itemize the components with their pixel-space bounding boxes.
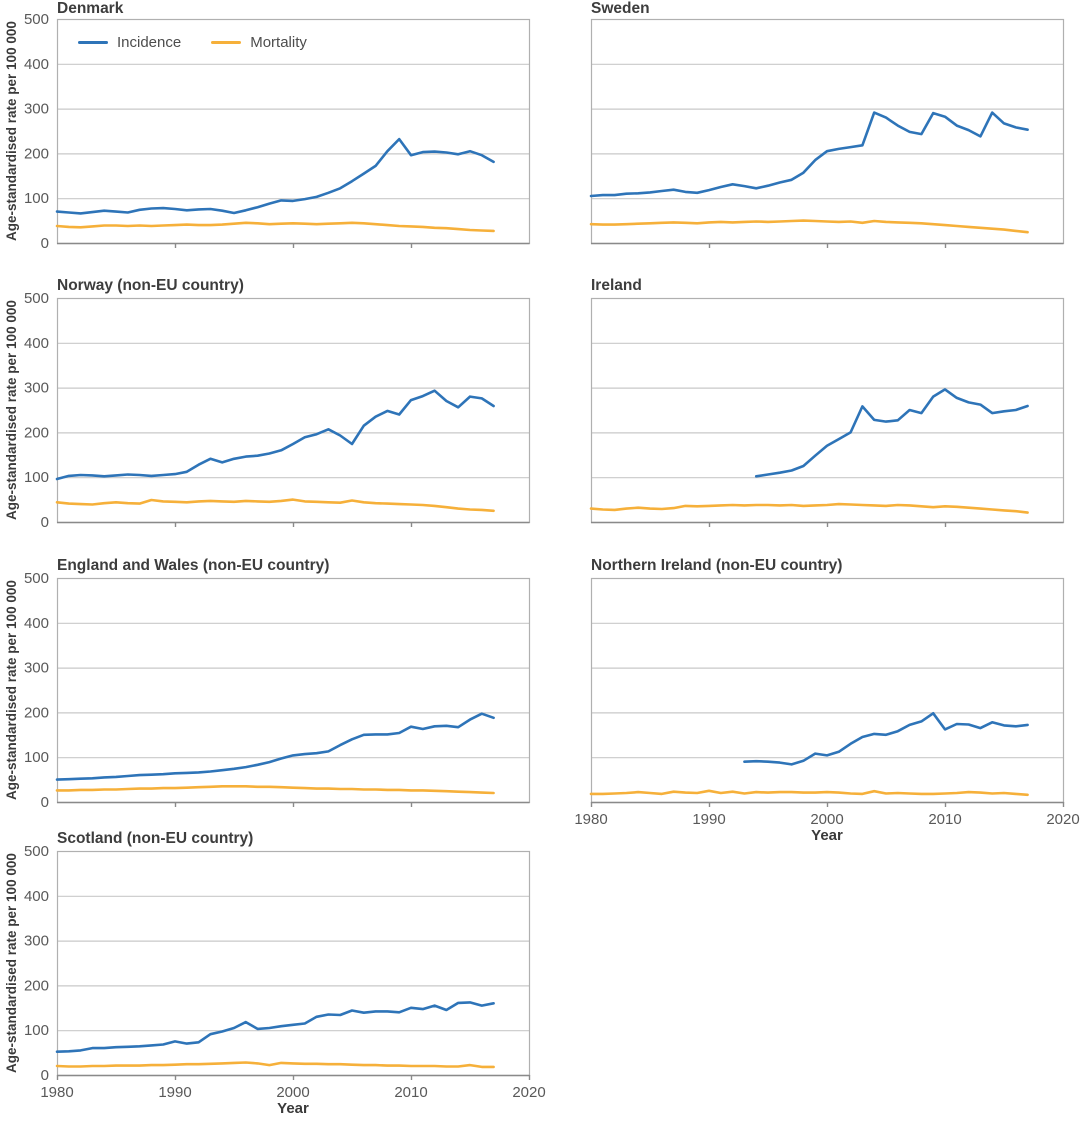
y-tick-label: 400 bbox=[24, 888, 49, 905]
x-tick-label: 2000 bbox=[810, 811, 843, 828]
legend-label-mortality: Mortality bbox=[250, 34, 307, 51]
chart-title-denmark: Denmark bbox=[57, 0, 124, 17]
x-tick-label: 2010 bbox=[928, 811, 961, 828]
y-tick-label: 500 bbox=[24, 290, 49, 307]
y-tick-label: 400 bbox=[24, 615, 49, 632]
legend-item-mortality: Mortality bbox=[211, 34, 307, 51]
chart-title-ireland: Ireland bbox=[591, 277, 642, 294]
y-tick-label: 300 bbox=[24, 380, 49, 397]
mortality-line bbox=[589, 502, 1029, 514]
x-tick-label: 1980 bbox=[574, 811, 607, 828]
y-tick-label: 500 bbox=[24, 11, 49, 28]
incidence-line bbox=[754, 388, 1029, 478]
plot-sweden bbox=[589, 18, 1065, 248]
y-tick-label: 500 bbox=[24, 570, 49, 587]
chart-title-northern-ireland: Northern Ireland (non-EU country) bbox=[591, 557, 843, 574]
incidence-line bbox=[55, 712, 495, 781]
plot-frame bbox=[590, 297, 1065, 524]
y-tick-label: 0 bbox=[41, 1067, 49, 1084]
incidence-line bbox=[55, 389, 495, 481]
incidence-line-swatch bbox=[78, 40, 108, 45]
mortality-line bbox=[589, 219, 1029, 234]
y-tick-label: 100 bbox=[24, 190, 49, 207]
plot-norway: 0 100 200 300 400 500 bbox=[24, 290, 531, 531]
mortality-line-swatch bbox=[211, 40, 242, 45]
plot-frame bbox=[56, 18, 531, 245]
plot-frame bbox=[590, 18, 1065, 245]
plot-frame bbox=[56, 850, 531, 1077]
plot-frame bbox=[56, 577, 531, 804]
chart-title-norway: Norway (non-EU country) bbox=[57, 277, 244, 294]
x-tick-label: 1990 bbox=[692, 811, 725, 828]
y-tick-label: 300 bbox=[24, 101, 49, 118]
y-tick-label: 200 bbox=[24, 977, 49, 994]
x-tick-label: 1990 bbox=[158, 1084, 191, 1101]
y-tick-label: 100 bbox=[24, 469, 49, 486]
incidence-line bbox=[743, 712, 1029, 766]
plot-ireland bbox=[589, 297, 1065, 527]
y-tick-label: 0 bbox=[41, 514, 49, 531]
plot-england-wales: 0 100 200 300 400 500 bbox=[24, 570, 531, 811]
y-tick-label: 0 bbox=[41, 235, 49, 252]
y-tick-label: 400 bbox=[24, 335, 49, 352]
legend: Incidence Mortality bbox=[78, 34, 307, 51]
x-tick-label: 2000 bbox=[276, 1084, 309, 1101]
chart-title-scotland: Scotland (non-EU country) bbox=[57, 830, 254, 847]
y-tick-label: 100 bbox=[24, 1022, 49, 1039]
x-axis-label-left-column: Year bbox=[277, 1100, 309, 1117]
mortality-line bbox=[55, 785, 495, 795]
mortality-line bbox=[55, 498, 495, 513]
plot-frame bbox=[56, 297, 531, 524]
incidence-line bbox=[55, 137, 495, 215]
x-tick-label: 1980 bbox=[40, 1084, 73, 1101]
y-tick-label: 0 bbox=[41, 794, 49, 811]
y-tick-label: 200 bbox=[24, 704, 49, 721]
x-tick-label: 2020 bbox=[512, 1084, 545, 1101]
chart-title-sweden: Sweden bbox=[591, 0, 650, 17]
chart-title-england-wales: England and Wales (non-EU country) bbox=[57, 557, 330, 574]
legend-item-incidence: Incidence bbox=[78, 34, 181, 51]
y-tick-label: 400 bbox=[24, 56, 49, 73]
legend-label-incidence: Incidence bbox=[117, 34, 182, 51]
y-tick-label: 200 bbox=[24, 424, 49, 441]
incidence-line bbox=[589, 111, 1029, 198]
x-axis-label-right-column: Year bbox=[811, 827, 843, 844]
mortality-line bbox=[55, 221, 495, 233]
plot-scotland: 0 100 200 300 400 500 1980 1990 2000 2010 2020 bbox=[24, 843, 546, 1101]
y-tick-label: 200 bbox=[24, 145, 49, 162]
plot-frame bbox=[590, 577, 1065, 804]
y-tick-label: 100 bbox=[24, 749, 49, 766]
mortality-line bbox=[589, 789, 1029, 797]
y-tick-label: 500 bbox=[24, 843, 49, 860]
x-tick-label: 2020 bbox=[1046, 811, 1079, 828]
incidence-line bbox=[55, 1001, 495, 1053]
y-tick-label: 300 bbox=[24, 660, 49, 677]
mortality-line bbox=[55, 1061, 495, 1069]
x-tick-label: 2010 bbox=[394, 1084, 427, 1101]
plot-denmark: 0 100 200 300 400 500 bbox=[24, 11, 531, 252]
y-tick-label: 300 bbox=[24, 933, 49, 950]
plot-northern-ireland: 1980 1990 2000 2010 2020 bbox=[574, 577, 1080, 828]
